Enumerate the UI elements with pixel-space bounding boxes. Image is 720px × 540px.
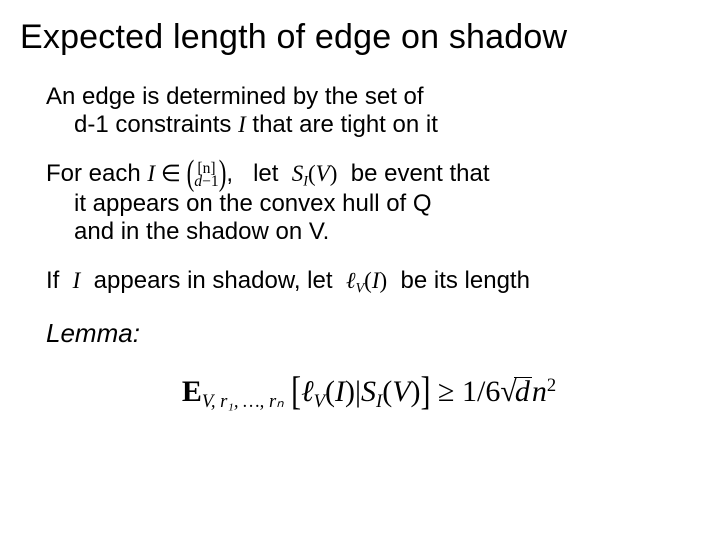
math-S-I-V: SI(V) [292, 161, 338, 186]
math-ell-V-I: ℓV(I) [346, 268, 387, 293]
math-var-ell: ℓ [301, 375, 314, 408]
math-frac: 1/6 [462, 375, 500, 408]
paragraph-if-appears: If I appears in shadow, let ℓV(I) be its… [46, 267, 692, 297]
math-E-sub: V, r₁, …, rₙ [202, 391, 284, 412]
text-lemma: Lemma: [46, 318, 140, 348]
slide: Expected length of edge on shadow An edg… [0, 0, 720, 540]
math-sub-V: V [314, 391, 325, 412]
text: d [194, 173, 202, 190]
paragraph-edge-def: An edge is determined by the set of d-1 … [46, 83, 692, 138]
math-E: E [182, 375, 202, 408]
sqrt-content: d [514, 377, 532, 405]
math-var-d: d [515, 375, 530, 408]
text: d-1 constraints I that are tight on it [46, 111, 438, 138]
slide-body: An edge is determined by the set of d-1 … [20, 83, 692, 413]
math-var-S: S [292, 161, 304, 186]
text: let [233, 160, 292, 187]
math-var-I: I [372, 268, 380, 293]
text: If [46, 267, 73, 294]
math-var-S: S [361, 375, 376, 408]
math-var-ell: ℓ [346, 268, 356, 293]
math-sqrt: √d [500, 375, 531, 410]
text: and in the shadow on V. [46, 218, 329, 245]
text: An edge is determined by the set of [46, 83, 424, 110]
lemma-label: Lemma: [46, 319, 692, 349]
text: d-1 constraints [74, 111, 238, 138]
text: For each [46, 160, 147, 187]
text: appears in shadow, let [80, 267, 346, 294]
text: be event that [337, 160, 489, 187]
slide-title: Expected length of edge on shadow [20, 18, 692, 57]
lbracket-icon: [ [291, 369, 301, 416]
math-in: ∈ [155, 161, 187, 186]
binom-bottom: d−1 [194, 175, 218, 188]
paragraph-for-each: For each I ∈ ([n]d−1), let SI(V) be even… [46, 160, 692, 245]
math-var-V: V [392, 375, 410, 408]
rparen-icon: ) [219, 154, 227, 195]
rbracket-icon: ] [421, 369, 431, 416]
text: be its length [387, 267, 530, 294]
math-binom: [n]d−1 [194, 162, 218, 189]
math-var-I: I [147, 161, 155, 186]
math-var-n: n [532, 375, 547, 408]
text: it appears on the convex hull of Q [46, 190, 432, 217]
math-var-I: I [335, 375, 345, 408]
text: that are tight on it [246, 111, 438, 138]
math-sub-I: I [303, 174, 308, 190]
math-var-I: I [238, 112, 246, 137]
lemma-formula: EV, r₁, …, rₙ [ℓV(I)|SI(V)] ≥ 1/6√dn2 [46, 375, 692, 413]
lparen-icon: ( [187, 154, 195, 195]
math-sub-V: V [355, 281, 364, 297]
math-var-V: V [316, 161, 330, 186]
math-sup-2: 2 [547, 375, 556, 396]
math-sub-I: I [376, 391, 382, 412]
math-geq: ≥ [431, 375, 462, 408]
math-expectation-bound: EV, r₁, …, rₙ [ℓV(I)|SI(V)] ≥ 1/6√dn2 [182, 375, 556, 408]
math-I-in-binom: I ∈ ([n]d−1) [147, 161, 226, 186]
text: −1 [202, 173, 219, 190]
